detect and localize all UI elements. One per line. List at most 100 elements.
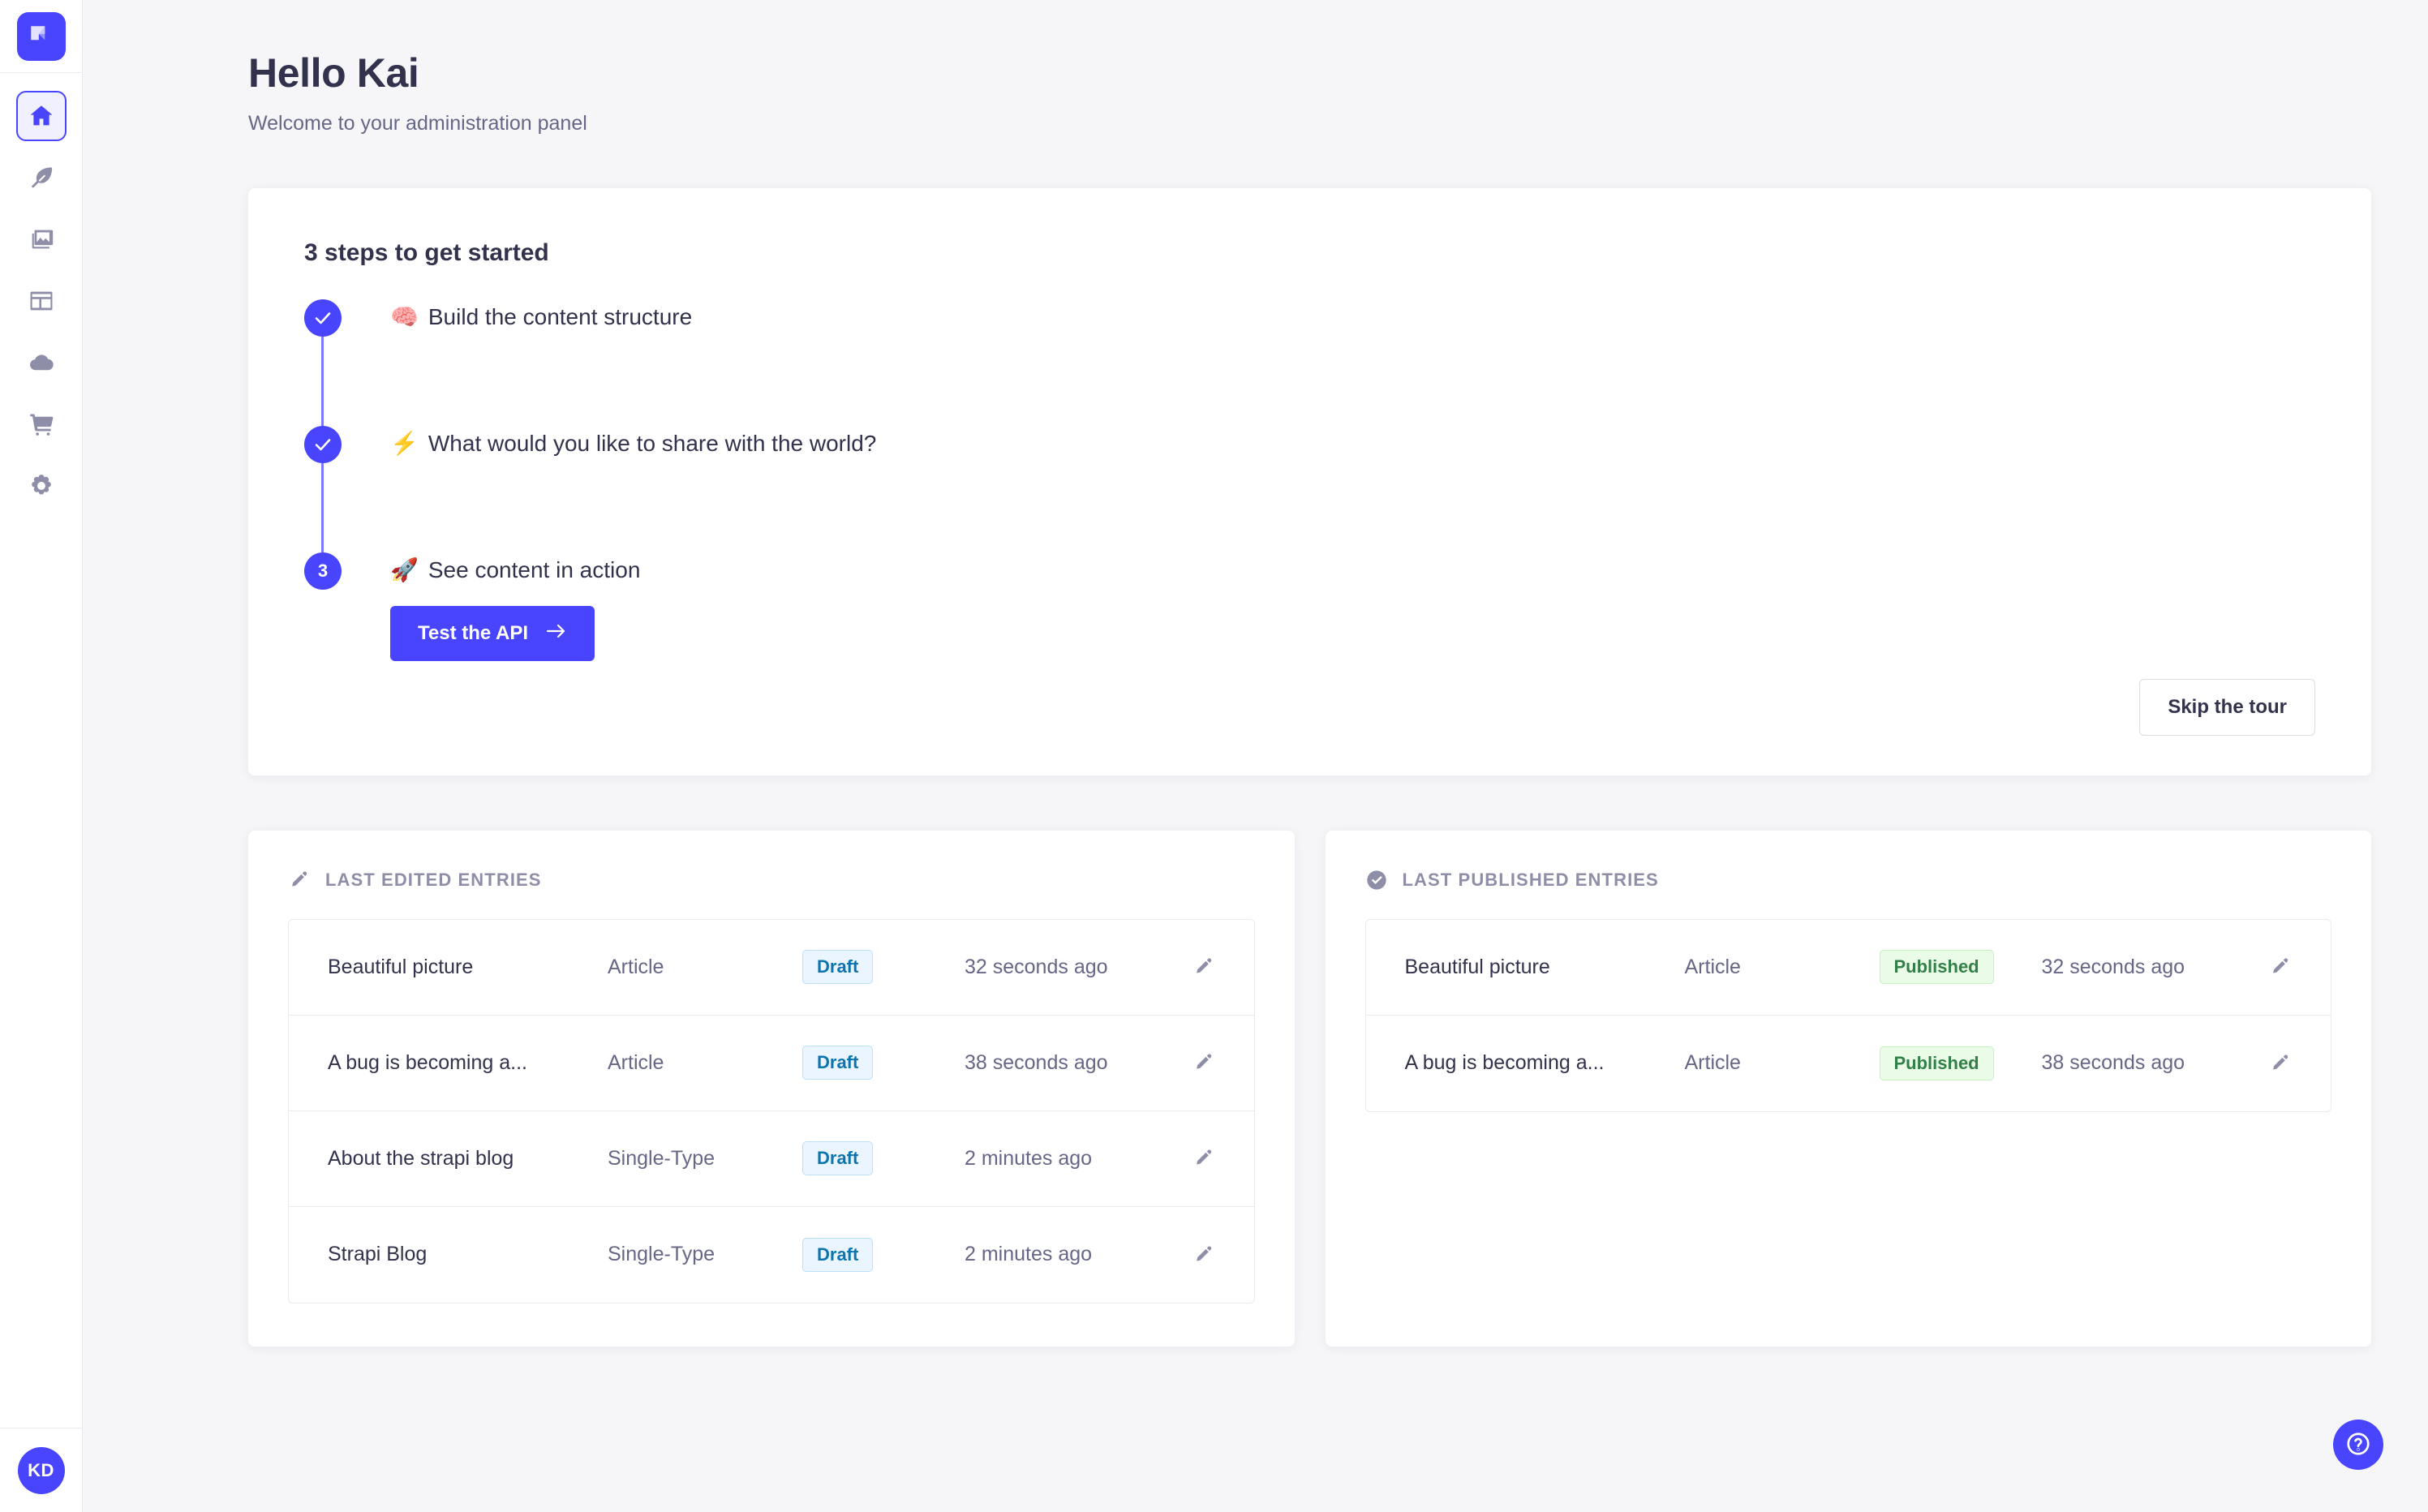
status-badge: Draft [802, 950, 874, 985]
onboarding-card: 3 steps to get started 🧠 Build the conten… [248, 187, 2371, 775]
entry-type: Article [608, 955, 664, 978]
entry-title: A bug is becoming a... [328, 1050, 527, 1074]
test-the-api-label: Test the API [418, 621, 529, 644]
main-content: Hello Kai Welcome to your administration… [83, 0, 2428, 1512]
entry-time: 38 seconds ago [965, 1050, 1108, 1074]
onboarding-step: 3 🚀 See content in action Test the API [304, 552, 2315, 661]
sidebar-item-settings[interactable] [16, 461, 67, 511]
content-type-builder-icon [28, 287, 55, 315]
panel-title: LAST PUBLISHED ENTRIES [1402, 869, 1659, 890]
step-text: See content in action [428, 556, 641, 582]
entry-title: Strapi Blog [328, 1243, 428, 1266]
entry-state: Published [1879, 950, 2042, 985]
status-badge: Draft [802, 1237, 874, 1272]
avatar[interactable]: KD [17, 1446, 65, 1494]
table-row[interactable]: A bug is becoming a... Article Draft 38 … [289, 1016, 1254, 1111]
test-the-api-button[interactable]: Test the API [390, 605, 595, 661]
pencil-icon [1193, 1051, 1215, 1074]
page-title: Hello Kai [248, 50, 419, 96]
sidebar-item-media-library[interactable] [16, 214, 67, 264]
entry-title: A bug is becoming a... [1404, 1051, 1605, 1075]
skip-row: Skip the tour [304, 678, 2315, 736]
step-body: 🧠 Build the content structure [342, 299, 2315, 332]
page-subtitle: Welcome to your administration panel [248, 111, 587, 135]
entry-type: Article [1684, 955, 1741, 978]
entries-table: Beautiful picture Article Published 32 s… [1364, 918, 2331, 1112]
entry-time: 38 seconds ago [2041, 1051, 2185, 1075]
step-connector [321, 462, 324, 552]
sidebar-item-cloud[interactable] [16, 337, 67, 388]
panel-header: LAST EDITED ENTRIES [288, 869, 1255, 891]
edit-entry-button[interactable] [1167, 1147, 1215, 1170]
step-body: ⚡ What would you like to share with the w… [342, 426, 2315, 458]
onboarding-step: 🧠 Build the content structure [304, 299, 2315, 337]
main-sidebar: KD [0, 0, 83, 1512]
pencil-icon [2269, 1052, 2292, 1075]
table-row[interactable]: About the strapi blog Single-Type Draft … [289, 1111, 1254, 1207]
onboarding-title: 3 steps to get started [304, 238, 549, 266]
step-label: ⚡ What would you like to share with the w… [390, 429, 2315, 458]
edit-entry-button[interactable] [1167, 956, 1215, 978]
entries-table: Beautiful picture Article Draft 32 secon… [288, 918, 1255, 1304]
entry-state: Published [1879, 1046, 2042, 1080]
pencil-icon [2269, 956, 2292, 978]
step-action: Test the API [390, 605, 2315, 661]
step-body: 🚀 See content in action Test the API [342, 552, 2315, 661]
strapi-logo-icon[interactable] [16, 11, 66, 61]
status-badge: Draft [802, 1141, 874, 1176]
sidebar-item-content-type-builder[interactable] [16, 276, 67, 326]
check-circle-icon [1365, 869, 1388, 891]
entry-type: Single-Type [608, 1243, 716, 1266]
panel-title: LAST EDITED ENTRIES [325, 869, 542, 890]
edit-entry-button[interactable] [2243, 1052, 2292, 1075]
last-published-entries-panel: LAST PUBLISHED ENTRIES Beautiful picture… [1325, 830, 2371, 1347]
entry-panels: LAST EDITED ENTRIES Beautiful picture Ar… [248, 830, 2371, 1347]
avatar-zone: KD [0, 1428, 82, 1512]
entry-title: Beautiful picture [1404, 955, 1550, 978]
sidebar-item-content-manager[interactable] [16, 152, 67, 203]
table-row[interactable]: Strapi Blog Single-Type Draft 2 minutes … [289, 1207, 1254, 1303]
pencil-icon [1193, 956, 1215, 978]
pencil-icon [1193, 1147, 1215, 1170]
page-header: Hello Kai Welcome to your administration… [83, 0, 2428, 135]
rocket-emoji-icon: 🚀 [390, 556, 419, 582]
lightning-emoji-icon: ⚡ [390, 430, 419, 456]
sidebar-item-marketplace[interactable] [16, 399, 67, 449]
step-text: What would you like to share with the wo… [428, 430, 877, 456]
entry-time: 32 seconds ago [2041, 955, 2185, 978]
entry-type: Single-Type [608, 1146, 716, 1170]
arrow-right-icon [546, 622, 567, 645]
status-badge: Draft [802, 1046, 874, 1080]
help-button[interactable] [2333, 1420, 2383, 1470]
edit-entry-button[interactable] [2243, 956, 2292, 978]
entry-state: Draft [802, 1237, 965, 1272]
shopping-cart-icon [28, 410, 55, 438]
step-complete-badge [304, 425, 342, 463]
media-library-icon [28, 226, 55, 253]
skip-the-tour-button[interactable]: Skip the tour [2139, 678, 2315, 736]
entry-time: 2 minutes ago [965, 1146, 1093, 1170]
step-label: 🚀 See content in action [390, 556, 2315, 585]
table-row[interactable]: Beautiful picture Article Draft 32 secon… [289, 920, 1254, 1016]
entry-time: 2 minutes ago [965, 1243, 1093, 1266]
entry-type: Article [608, 1050, 664, 1074]
step-connector [321, 336, 324, 426]
table-row[interactable]: Beautiful picture Article Published 32 s… [1365, 920, 2331, 1016]
table-row[interactable]: A bug is becoming a... Article Published… [1366, 1016, 2331, 1111]
sidebar-item-home[interactable] [15, 91, 67, 141]
entry-state: Draft [802, 1046, 965, 1080]
question-mark-circle-icon [2345, 1431, 2371, 1459]
status-badge: Published [1879, 1046, 1994, 1080]
edit-entry-button[interactable] [1167, 1051, 1215, 1074]
edit-entry-button[interactable] [1167, 1244, 1215, 1266]
entry-state: Draft [802, 1141, 965, 1176]
entry-type: Article [1684, 1051, 1741, 1075]
entry-time: 32 seconds ago [965, 955, 1108, 978]
sidebar-nav-list [15, 91, 67, 511]
check-icon [313, 435, 333, 454]
onboarding-steps: 🧠 Build the content structure [304, 299, 2315, 661]
entry-title: About the strapi blog [328, 1146, 514, 1170]
feather-icon [28, 164, 55, 191]
entry-state: Draft [802, 950, 965, 985]
